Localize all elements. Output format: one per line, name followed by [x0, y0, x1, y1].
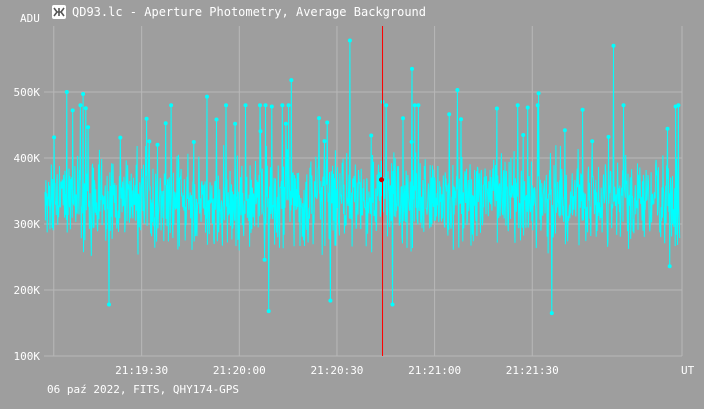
data-point: [144, 116, 149, 121]
data-point: [455, 88, 460, 92]
data-point: [52, 135, 57, 140]
data-point: [447, 112, 452, 117]
app-logo-icon: [52, 5, 66, 19]
data-point: [590, 139, 595, 144]
title-bar: QD93.lc - Aperture Photometry, Average B…: [52, 3, 426, 21]
data-point: [169, 103, 174, 108]
data-point: [107, 302, 111, 307]
data-point: [155, 142, 160, 147]
data-point: [243, 103, 248, 108]
data-point: [535, 103, 540, 108]
data-point: [412, 103, 417, 108]
data-point: [410, 66, 414, 71]
x-tick-label: 21:20:30: [310, 364, 363, 377]
data-point: [233, 121, 238, 126]
series-line: [44, 40, 681, 314]
data-point: [81, 92, 86, 96]
data-point: [325, 120, 330, 125]
data-point: [521, 133, 526, 137]
data-point: [205, 94, 209, 99]
data-point: [317, 116, 321, 121]
y-axis-label: ADU: [20, 12, 40, 25]
data-point: [676, 103, 681, 108]
data-point: [606, 134, 611, 139]
data-point: [611, 43, 616, 48]
cursor: [379, 26, 385, 356]
data-point: [621, 103, 626, 108]
data-point: [459, 117, 463, 122]
y-tick-label: 100K: [14, 350, 41, 363]
y-tick-label: 500K: [14, 86, 41, 99]
data-point: [163, 121, 168, 126]
y-tick-label: 300K: [14, 218, 41, 231]
data-point: [269, 104, 274, 109]
data-point: [283, 121, 288, 126]
data-point: [580, 107, 585, 112]
cursor-marker: [379, 177, 385, 183]
data-point: [263, 103, 268, 108]
series-light-curve: [44, 38, 681, 316]
y-tick-label: 200K: [14, 284, 41, 297]
data-point: [328, 298, 333, 303]
data-point: [416, 103, 421, 108]
data-point: [191, 140, 196, 144]
data-point: [280, 103, 285, 108]
data-point: [562, 128, 567, 133]
data-point: [401, 116, 405, 121]
footer-info: 06 paź 2022, FITS, QHY174-GPS: [47, 383, 240, 396]
data-point: [549, 311, 554, 316]
x-tick-label: 21:19:30: [115, 364, 168, 377]
data-point: [258, 129, 263, 134]
data-point: [258, 103, 262, 108]
data-point: [322, 139, 327, 144]
data-point: [224, 103, 228, 108]
data-point: [347, 38, 352, 43]
chart-title: QD93.lc - Aperture Photometry, Average B…: [72, 5, 427, 19]
data-point: [536, 91, 541, 96]
x-tick-label: 21:21:00: [408, 364, 461, 377]
data-point: [494, 106, 499, 111]
data-point: [515, 103, 520, 108]
data-point: [286, 103, 291, 108]
data-point: [266, 309, 271, 314]
axis-labels: ADU UT 100K 200K 300K 400K 500K 21:19:30 21:20…: [14, 12, 695, 377]
data-point: [390, 302, 395, 307]
y-tick-label: 400K: [14, 152, 41, 165]
x-axis-label: UT: [681, 364, 695, 377]
data-point: [262, 257, 267, 262]
data-point: [83, 106, 88, 111]
data-point: [118, 135, 123, 140]
x-tick-label: 21:20:00: [213, 364, 266, 377]
data-point: [86, 125, 91, 130]
data-point: [369, 133, 374, 138]
data-point: [384, 103, 389, 108]
data-point: [665, 126, 670, 131]
data-point: [147, 139, 152, 144]
data-point: [70, 108, 75, 113]
data-point: [64, 90, 69, 94]
x-tick-label: 21:21:30: [506, 364, 559, 377]
data-point: [667, 264, 672, 269]
data-point: [214, 117, 219, 122]
data-point: [289, 78, 294, 83]
data-point: [525, 105, 530, 110]
data-point: [78, 103, 83, 108]
data-point: [409, 139, 414, 144]
